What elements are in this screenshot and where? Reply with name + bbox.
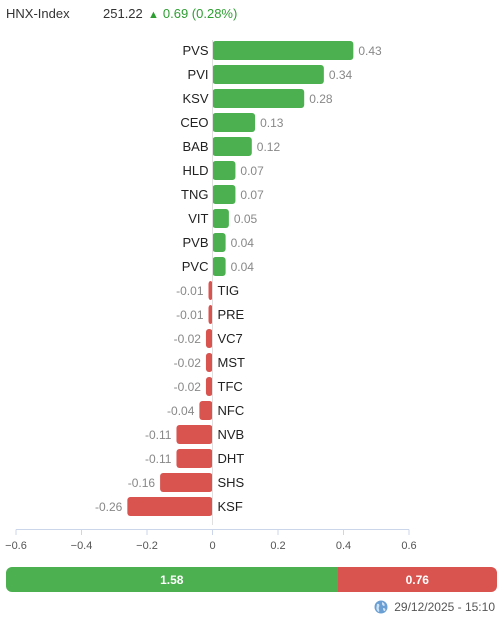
market-breadth-bar: 1.58 0.76 — [6, 567, 497, 592]
category-label-pvc: PVC — [182, 259, 209, 274]
bar-tng — [212, 185, 236, 204]
index-header: HNX-Index 251.22 ▲ 0.69 (0.28%) — [0, 0, 501, 30]
category-label-shs: SHS — [218, 475, 245, 490]
value-label-dht: -0.11 — [145, 452, 172, 466]
bar-pvs — [212, 41, 354, 60]
value-label-bab: 0.12 — [257, 140, 281, 154]
value-label-tig: -0.01 — [176, 284, 204, 298]
index-change-text: 0.69 (0.28%) — [162, 6, 238, 21]
value-label-tng: 0.07 — [240, 188, 264, 202]
category-label-ceo: CEO — [180, 115, 208, 130]
bar-pre — [208, 305, 213, 324]
x-tick-label: 0.6 — [401, 540, 416, 552]
category-label-vit: VIT — [188, 211, 208, 226]
category-label-hld: HLD — [182, 163, 208, 178]
bar-vc7 — [205, 329, 213, 348]
category-label-dht: DHT — [218, 451, 245, 466]
value-label-pvi: 0.34 — [329, 68, 353, 82]
category-label-mst: MST — [218, 355, 246, 370]
value-label-vc7: -0.02 — [174, 332, 202, 346]
bar-dht — [176, 449, 213, 468]
category-label-nfc: NFC — [218, 403, 245, 418]
value-label-tfc: -0.02 — [174, 380, 202, 394]
timestamp-text: 29/12/2025 - 15:10 — [394, 600, 495, 614]
value-label-pvc: 0.04 — [231, 260, 255, 274]
category-label-pre: PRE — [218, 307, 245, 322]
category-label-pvb: PVB — [182, 235, 208, 250]
value-label-ksf: -0.26 — [95, 500, 123, 514]
breadth-up-label: 1.58 — [160, 572, 184, 587]
bar-pvc — [212, 257, 226, 276]
globe-icon — [374, 600, 388, 614]
bar-bab — [212, 137, 252, 156]
category-label-ksf: KSF — [218, 499, 243, 514]
breadth-down-segment: 0.76 — [337, 567, 497, 592]
bar-ksf — [127, 497, 213, 516]
bar-tig — [208, 281, 213, 300]
breadth-down-label: 0.76 — [405, 572, 429, 587]
value-label-ksv: 0.28 — [309, 92, 333, 106]
category-label-pvs: PVS — [182, 43, 208, 58]
bar-nvb — [176, 425, 213, 444]
value-label-pre: -0.01 — [176, 308, 204, 322]
x-tick-label: −0.2 — [136, 540, 158, 552]
category-label-nvb: NVB — [218, 427, 245, 442]
category-label-bab: BAB — [182, 139, 208, 154]
index-name: HNX-Index — [6, 6, 70, 21]
value-label-pvb: 0.04 — [231, 236, 255, 250]
category-label-tfc: TFC — [218, 379, 243, 394]
bar-shs — [160, 473, 213, 492]
bar-hld — [212, 161, 236, 180]
category-label-tig: TIG — [218, 283, 240, 298]
category-label-ksv: KSV — [182, 91, 208, 106]
bar-ksv — [212, 89, 305, 108]
update-timestamp: 29/12/2025 - 15:10 — [374, 600, 495, 614]
x-tick-label: −0.4 — [71, 540, 93, 552]
index-value: 251.22 — [103, 6, 143, 21]
bar-mst — [205, 353, 213, 372]
category-label-pvi: PVI — [188, 67, 209, 82]
value-label-pvs: 0.43 — [358, 44, 382, 58]
value-label-hld: 0.07 — [240, 164, 264, 178]
bar-nfc — [199, 401, 213, 420]
index-change: ▲ 0.69 (0.28%) — [148, 6, 237, 21]
value-label-nvb: -0.11 — [145, 428, 172, 442]
x-tick-label: 0 — [209, 540, 215, 552]
value-label-vit: 0.05 — [234, 212, 258, 226]
bar-vit — [212, 209, 229, 228]
x-tick-label: −0.6 — [5, 540, 27, 552]
bar-pvi — [212, 65, 324, 84]
value-label-shs: -0.16 — [128, 476, 156, 490]
triangle-up-icon: ▲ — [148, 9, 159, 21]
contribution-bar-chart: PVS 0.43 PVI 0.34 KSV 0.28 CEO 0.13 BAB 0.12 HLD 0.… — [5, 40, 417, 552]
value-label-ceo: 0.13 — [260, 116, 284, 130]
breadth-up-segment: 1.58 — [6, 567, 338, 592]
bar-pvb — [212, 233, 226, 252]
bar-tfc — [205, 377, 213, 396]
bar-ceo — [212, 113, 256, 132]
value-label-mst: -0.02 — [174, 356, 202, 370]
category-label-tng: TNG — [181, 187, 208, 202]
category-label-vc7: VC7 — [218, 331, 243, 346]
value-label-nfc: -0.04 — [167, 404, 195, 418]
x-tick-label: 0.4 — [336, 540, 351, 552]
x-tick-label: 0.2 — [270, 540, 285, 552]
